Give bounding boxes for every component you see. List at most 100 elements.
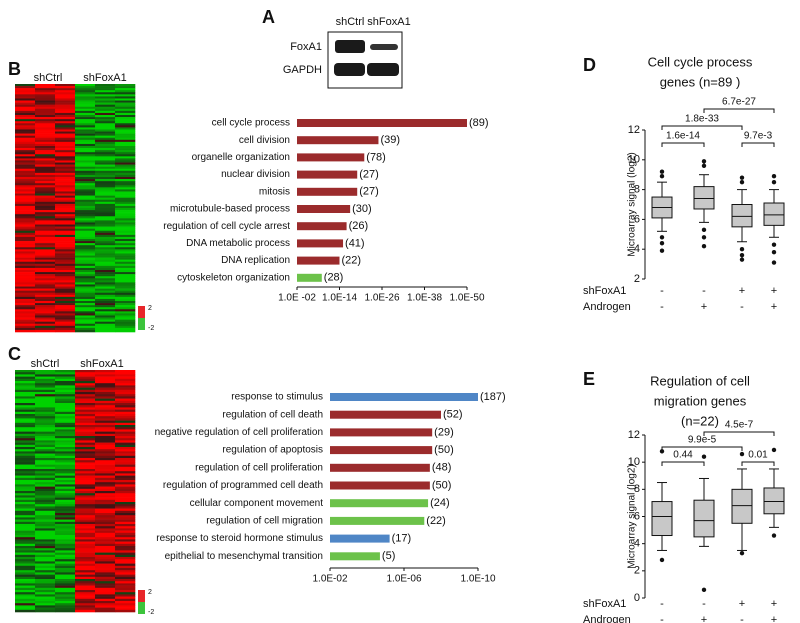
heatmap-cell (75, 319, 96, 322)
heatmap-cell (95, 272, 116, 275)
heatmap-cell (15, 552, 36, 556)
heatmap-cell (15, 436, 36, 439)
heatmap-cell (95, 609, 116, 613)
heatmap-cell (75, 174, 96, 178)
heatmap-cell (55, 199, 76, 203)
heatmap-cell (15, 245, 36, 248)
y-tick-label: 10 (628, 456, 640, 468)
heatmap-cell (75, 216, 96, 219)
heatmap-cell (35, 197, 56, 201)
heatmap-cell (35, 220, 56, 223)
heatmap-cell (115, 218, 136, 221)
heatmap-cell (15, 185, 36, 188)
heatmap-cell (15, 205, 36, 209)
heatmap-cell (75, 486, 96, 490)
heatmap-cell (35, 164, 56, 167)
heatmap-cell (95, 177, 116, 180)
heatmap-cell (95, 94, 116, 97)
heatmap-cell (75, 247, 96, 250)
heatmap-cell (55, 270, 76, 273)
heatmap-cell (115, 519, 136, 523)
bar (297, 119, 467, 127)
heatmap-cell (75, 513, 96, 516)
heatmap-cell (15, 170, 36, 174)
heatmap-cell (115, 594, 136, 597)
heatmap-cell (55, 154, 76, 157)
heatmap-cell (15, 464, 36, 468)
chart-title: genes (n=89 ) (660, 74, 741, 89)
heatmap-cell (15, 174, 36, 178)
heatmap-cell (35, 84, 56, 87)
heatmap-cell (55, 90, 76, 93)
heatmap-cell (95, 550, 116, 553)
p-value-label: 9.9e-5 (688, 435, 717, 446)
heatmap-cell (75, 172, 96, 176)
heatmap-column: shFoxA1 (83, 72, 126, 84)
bar (297, 187, 358, 196)
heatmap-cell (115, 286, 136, 289)
heatmap-cell (35, 156, 56, 159)
heatmap-cell (35, 108, 56, 112)
heatmap-cell (55, 141, 76, 145)
heatmap-cell (35, 255, 56, 258)
heatmap-cell (95, 115, 116, 118)
heatmap-cell (95, 131, 116, 134)
outlier (659, 235, 665, 240)
heatmap-cell (35, 185, 56, 188)
heatmap-cell (75, 199, 96, 203)
heatmap-cell (55, 319, 76, 322)
heatmap-cell (15, 466, 36, 470)
category-label: regulation of cell migration (206, 516, 323, 527)
heatmap-cell (115, 193, 136, 196)
heatmap-cell (75, 561, 96, 564)
heatmap-cell (75, 249, 96, 252)
heatmap-cell (95, 259, 116, 263)
heatmap-cell (75, 515, 96, 518)
heatmap-cell (115, 129, 136, 132)
blot-column: shCtrl (336, 16, 365, 28)
heatmap-cell (35, 228, 56, 232)
heatmap-cell (75, 451, 96, 454)
heatmap-cell (55, 267, 76, 271)
heatmap-cell (115, 473, 136, 476)
heatmap-cell (55, 102, 76, 105)
heatmap-cell (55, 92, 76, 95)
heatmap-cell (15, 524, 36, 527)
heatmap-cell (55, 561, 76, 564)
heatmap-cell (35, 422, 56, 426)
heatmap-cell (55, 110, 76, 114)
heatmap-cell (115, 374, 136, 377)
condition-value: - (660, 598, 664, 610)
heatmap-cell (115, 292, 136, 296)
heatmap-cell (95, 84, 116, 87)
heatmap-cell (55, 473, 76, 476)
heatmap-cell (115, 131, 136, 134)
heatmap-cell (15, 449, 36, 452)
heatmap-cell (75, 581, 96, 584)
heatmap-cell (55, 392, 76, 395)
heatmap-cell (75, 552, 96, 556)
heatmap-cell (115, 548, 136, 551)
heatmap-cell (35, 464, 56, 468)
heatmap-cell (95, 307, 116, 310)
heatmap-cell (55, 174, 76, 178)
heatmap-cell (75, 265, 96, 269)
chart-title: Regulation of cell (650, 373, 750, 388)
heatmap-cell (55, 216, 76, 219)
heatmap-cell (95, 491, 116, 494)
heatmap-cell (35, 177, 56, 180)
bar (330, 552, 380, 561)
heatmap-cell (55, 139, 76, 143)
heatmap-cell (115, 447, 136, 450)
bracket (703, 431, 775, 436)
heatmap-cell (75, 598, 96, 602)
heatmap-cell (115, 425, 136, 428)
y-tick-label: 8 (634, 483, 640, 495)
heatmap-cell (15, 462, 36, 465)
heatmap-cell (75, 100, 96, 103)
heatmap-cell (55, 115, 76, 118)
heatmap-cell (55, 94, 76, 97)
heatmap-cell (15, 319, 36, 322)
heatmap-cell (15, 259, 36, 263)
heatmap-cell (115, 294, 136, 298)
